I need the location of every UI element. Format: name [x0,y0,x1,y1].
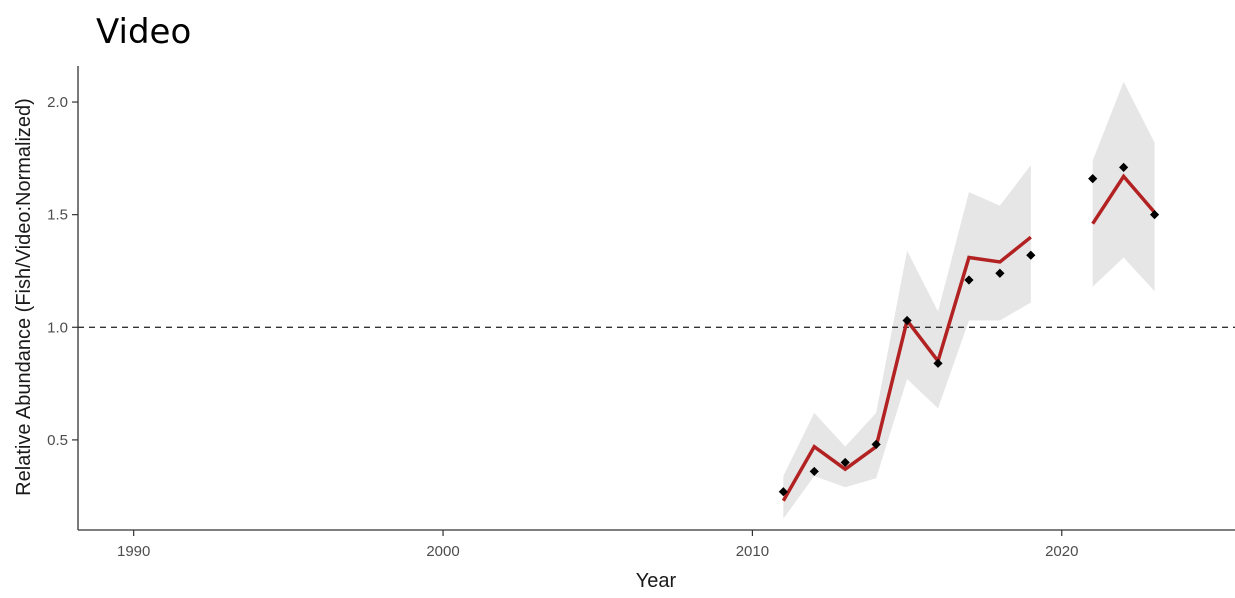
data-point-2021 [1088,174,1098,184]
confidence-band-2 [1092,81,1155,292]
data-point-2018 [995,268,1005,278]
y-axis-ticks: 0.5 1.0 1.5 2.0 [47,94,78,449]
confidence-band-1 [783,165,1031,519]
data-point-2023 [1149,210,1160,220]
y-axis-title: Relative Abundance (Fish/Video:Normalize… [13,98,35,496]
data-point-2016 [933,358,943,368]
chart-title: Video [96,12,191,52]
data-point-2014 [871,439,881,450]
x-tick-label: 2000 [426,543,459,560]
y-tick-label: 2.0 [47,94,68,111]
trend-line-2 [1091,173,1156,225]
x-tick-label: 2020 [1045,543,1078,560]
observed-points [778,162,1160,497]
data-point-2022 [1119,162,1129,172]
y-tick-label: 0.5 [47,432,68,449]
data-point-2012 [809,466,819,477]
x-axis-ticks: 1990 2000 2010 2020 [117,530,1078,560]
x-axis-title: Year [636,570,677,592]
data-point-2015 [902,315,912,326]
data-point-2011 [778,487,788,497]
data-point-2019 [1026,250,1036,260]
confidence-bands [783,81,1155,519]
y-tick-label: 1.5 [47,207,68,224]
y-tick-label: 1.0 [47,319,68,336]
data-point-2017 [964,275,974,285]
data-point-2013 [840,457,850,468]
x-tick-label: 1990 [117,543,150,560]
x-tick-label: 2010 [736,543,769,560]
